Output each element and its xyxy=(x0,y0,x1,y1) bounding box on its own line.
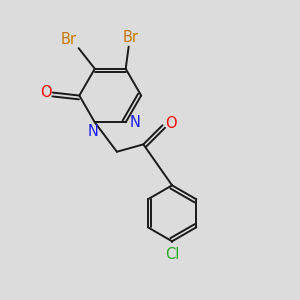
Text: N: N xyxy=(129,115,140,130)
Text: O: O xyxy=(165,116,176,131)
Text: O: O xyxy=(40,85,51,100)
Text: Br: Br xyxy=(61,32,77,47)
Text: N: N xyxy=(88,124,99,139)
Text: Cl: Cl xyxy=(165,247,179,262)
Text: Br: Br xyxy=(122,30,138,45)
